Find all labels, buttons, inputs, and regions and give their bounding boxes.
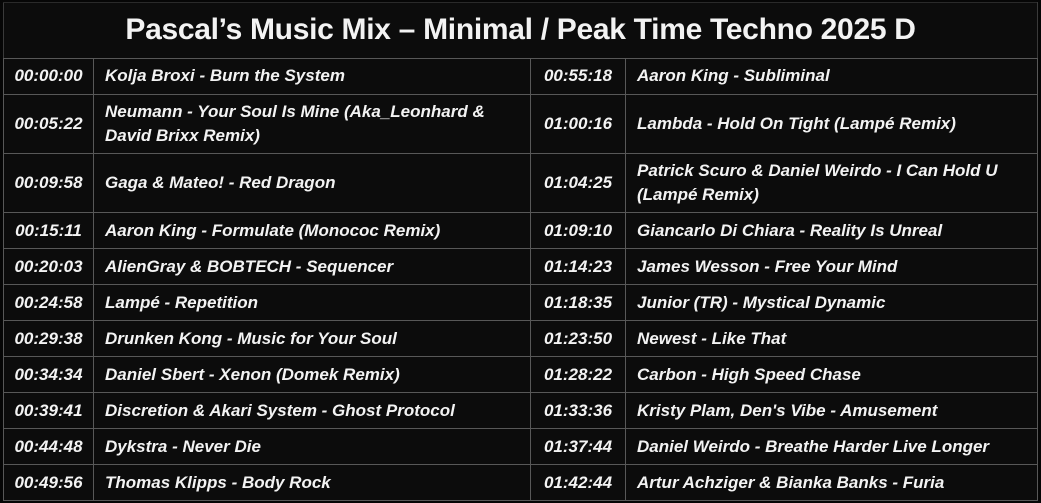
track-cell-right: Carbon - High Speed Chase [625, 356, 1038, 394]
track-cell-left: Lampé - Repetition [93, 284, 531, 322]
tracklist-table: Pascal’s Music Mix – Minimal / Peak Time… [3, 2, 1038, 502]
tracklist-body: Pascal’s Music Mix – Minimal / Peak Time… [3, 2, 1038, 502]
time-cell-right: 01:23:50 [530, 320, 626, 358]
track-cell-right: Aaron King - Subliminal [625, 57, 1038, 95]
table-row: 00:00:00 Kolja Broxi - Burn the System 00:… [3, 57, 1038, 95]
track-cell-left: Kolja Broxi - Burn the System [93, 57, 531, 95]
table-row: 00:34:34 Daniel Sbert - Xenon (Domek Remi… [3, 356, 1038, 394]
track-cell-right: Lambda - Hold On Tight (Lampé Remix) [625, 93, 1038, 154]
track-cell-left: Dykstra - Never Die [93, 428, 531, 466]
table-row: 00:20:03 AlienGray & BOBTECH - Sequencer 0… [3, 248, 1038, 286]
time-cell-right: 01:04:25 [530, 152, 626, 214]
track-cell-left: AlienGray & BOBTECH - Sequencer [93, 248, 531, 286]
track-cell-left: Discretion & Akari System - Ghost Protoc… [93, 392, 531, 430]
title-row: Pascal’s Music Mix – Minimal / Peak Time… [3, 2, 1038, 59]
time-cell-right: 01:09:10 [530, 212, 626, 250]
track-cell-left: Daniel Sbert - Xenon (Domek Remix) [93, 356, 531, 394]
time-cell-left: 00:49:56 [3, 464, 94, 502]
time-cell-right: 01:42:44 [530, 464, 626, 502]
table-row: 00:09:58 Gaga & Mateo! - Red Dragon 01:04:… [3, 152, 1038, 214]
track-cell-left: Gaga & Mateo! - Red Dragon [93, 152, 531, 214]
time-cell-left: 00:34:34 [3, 356, 94, 394]
track-cell-left: Neumann - Your Soul Is Mine (Aka_Leonhar… [93, 93, 531, 154]
track-cell-left: Aaron King - Formulate (Monococ Remix) [93, 212, 531, 250]
time-cell-right: 01:33:36 [530, 392, 626, 430]
time-cell-left: 00:15:11 [3, 212, 94, 250]
time-cell-right: 01:14:23 [530, 248, 626, 286]
time-cell-left: 00:39:41 [3, 392, 94, 430]
time-cell-left: 00:20:03 [3, 248, 94, 286]
time-cell-right: 01:37:44 [530, 428, 626, 466]
track-cell-right: James Wesson - Free Your Mind [625, 248, 1038, 286]
table-row: 00:49:56 Thomas Klipps - Body Rock 01:42:4… [3, 464, 1038, 502]
track-cell-right: Daniel Weirdo - Breathe Harder Live Long… [625, 428, 1038, 466]
time-cell-right: 01:00:16 [530, 93, 626, 154]
time-cell-left: 00:29:38 [3, 320, 94, 358]
table-row: 00:39:41 Discretion & Akari System - Ghos… [3, 392, 1038, 430]
time-cell-right: 01:18:35 [530, 284, 626, 322]
track-cell-right: Junior (TR) - Mystical Dynamic [625, 284, 1038, 322]
track-cell-right: Kristy Plam, Den's Vibe - Amusement [625, 392, 1038, 430]
track-cell-right: Newest - Like That [625, 320, 1038, 358]
time-cell-right: 01:28:22 [530, 356, 626, 394]
table-row: 00:29:38 Drunken Kong - Music for Your So… [3, 320, 1038, 358]
time-cell-right: 00:55:18 [530, 57, 626, 95]
page-title: Pascal’s Music Mix – Minimal / Peak Time… [3, 2, 1038, 59]
time-cell-left: 00:44:48 [3, 428, 94, 466]
table-row: 00:44:48 Dykstra - Never Die 01:37:44 Danie… [3, 428, 1038, 466]
time-cell-left: 00:09:58 [3, 152, 94, 214]
track-cell-left: Drunken Kong - Music for Your Soul [93, 320, 531, 358]
time-cell-left: 00:00:00 [3, 57, 94, 95]
track-cell-right: Patrick Scuro & Daniel Weirdo - I Can Ho… [625, 152, 1038, 214]
table-row: 00:24:58 Lampé - Repetition 01:18:35 Junior… [3, 284, 1038, 322]
track-cell-left: Thomas Klipps - Body Rock [93, 464, 531, 502]
table-row: 00:15:11 Aaron King - Formulate (Monococ … [3, 212, 1038, 250]
table-row: 00:05:22 Neumann - Your Soul Is Mine (Aka… [3, 93, 1038, 154]
track-cell-right: Artur Achziger & Bianka Banks - Furia [625, 464, 1038, 502]
time-cell-left: 00:24:58 [3, 284, 94, 322]
track-cell-right: Giancarlo Di Chiara - Reality Is Unreal [625, 212, 1038, 250]
time-cell-left: 00:05:22 [3, 93, 94, 154]
